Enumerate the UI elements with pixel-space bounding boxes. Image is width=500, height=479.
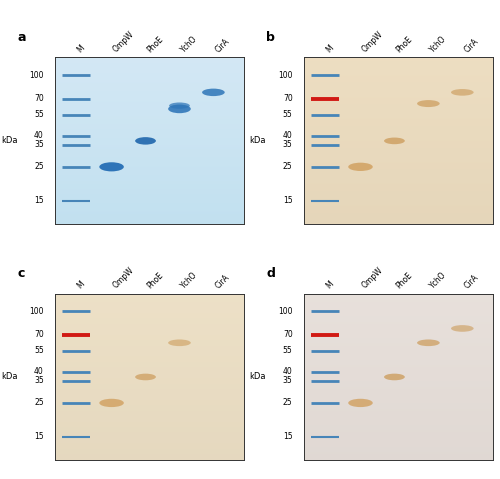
Text: 40: 40 (34, 367, 43, 376)
Text: 40: 40 (283, 367, 292, 376)
Text: 15: 15 (283, 196, 292, 205)
Text: PhoE: PhoE (394, 271, 414, 290)
Text: 100: 100 (278, 307, 292, 316)
Text: M: M (76, 43, 87, 54)
Ellipse shape (348, 163, 373, 171)
Text: a: a (18, 31, 26, 44)
Ellipse shape (135, 137, 156, 145)
Text: 70: 70 (34, 94, 43, 103)
Text: 100: 100 (29, 70, 43, 80)
Text: PhoE: PhoE (146, 271, 165, 290)
Ellipse shape (202, 89, 224, 96)
Ellipse shape (451, 89, 473, 96)
Text: PhoE: PhoE (394, 34, 414, 54)
Text: 35: 35 (34, 140, 43, 149)
Text: kDa: kDa (1, 136, 18, 145)
Text: 25: 25 (34, 399, 43, 408)
Text: OmpW: OmpW (360, 266, 385, 290)
Text: M: M (324, 279, 336, 290)
Ellipse shape (384, 137, 405, 144)
Text: 35: 35 (283, 140, 292, 149)
Ellipse shape (135, 374, 156, 380)
Text: 70: 70 (283, 94, 292, 103)
Text: 15: 15 (34, 432, 43, 441)
Ellipse shape (417, 100, 440, 107)
Text: kDa: kDa (250, 372, 266, 381)
Ellipse shape (168, 104, 191, 113)
Text: CirA: CirA (214, 36, 231, 54)
Ellipse shape (348, 399, 373, 407)
Ellipse shape (451, 325, 473, 332)
Text: 55: 55 (283, 110, 292, 119)
Text: YchO: YchO (428, 270, 448, 290)
Text: 100: 100 (29, 307, 43, 316)
Text: CirA: CirA (462, 273, 480, 290)
Text: 70: 70 (34, 330, 43, 339)
Text: 25: 25 (34, 162, 43, 171)
Text: 35: 35 (283, 376, 292, 385)
Text: YchO: YchO (428, 34, 448, 54)
Text: b: b (266, 31, 275, 44)
Text: OmpW: OmpW (112, 266, 136, 290)
Ellipse shape (100, 162, 124, 171)
Text: YchO: YchO (180, 270, 200, 290)
Text: OmpW: OmpW (360, 30, 385, 54)
Text: 15: 15 (34, 196, 43, 205)
Text: d: d (266, 267, 275, 280)
Text: CirA: CirA (214, 273, 231, 290)
Text: 55: 55 (34, 346, 43, 355)
Text: c: c (18, 267, 24, 280)
Text: PhoE: PhoE (146, 34, 165, 54)
Text: 55: 55 (283, 346, 292, 355)
Text: 40: 40 (34, 131, 43, 140)
Text: M: M (324, 43, 336, 54)
Text: 100: 100 (278, 70, 292, 80)
Text: 70: 70 (283, 330, 292, 339)
Text: 15: 15 (283, 432, 292, 441)
Ellipse shape (384, 374, 405, 380)
Ellipse shape (168, 340, 191, 346)
Text: kDa: kDa (250, 136, 266, 145)
Ellipse shape (100, 399, 124, 407)
Text: 35: 35 (34, 376, 43, 385)
Text: 55: 55 (34, 110, 43, 119)
Text: M: M (76, 279, 87, 290)
Text: kDa: kDa (1, 372, 18, 381)
Text: OmpW: OmpW (112, 30, 136, 54)
Text: 40: 40 (283, 131, 292, 140)
Text: 25: 25 (283, 399, 292, 408)
Text: CirA: CirA (462, 36, 480, 54)
Text: 25: 25 (283, 162, 292, 171)
Ellipse shape (417, 340, 440, 346)
Text: YchO: YchO (180, 34, 200, 54)
Ellipse shape (169, 103, 190, 109)
